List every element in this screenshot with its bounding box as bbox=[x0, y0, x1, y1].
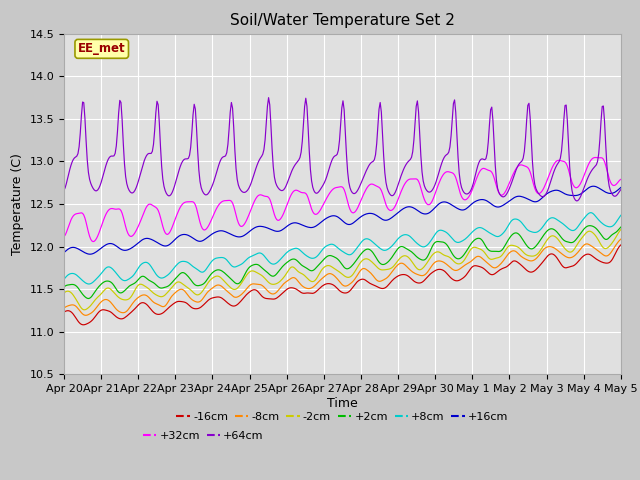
Y-axis label: Temperature (C): Temperature (C) bbox=[11, 153, 24, 255]
+64cm bbox=[617, 187, 625, 192]
+16cm bbox=[60, 250, 68, 255]
+16cm bbox=[86, 252, 93, 257]
-2cm bbox=[373, 264, 381, 270]
+2cm bbox=[234, 281, 242, 287]
+8cm bbox=[470, 227, 478, 233]
-16cm bbox=[617, 242, 625, 248]
+2cm bbox=[60, 284, 68, 290]
+2cm bbox=[84, 296, 92, 301]
+64cm bbox=[296, 155, 304, 160]
Line: +8cm: +8cm bbox=[64, 213, 621, 284]
+32cm bbox=[296, 189, 304, 195]
Line: +2cm: +2cm bbox=[64, 226, 621, 299]
+64cm bbox=[470, 177, 478, 182]
+2cm bbox=[470, 237, 478, 243]
+8cm bbox=[399, 232, 407, 238]
-16cm bbox=[80, 322, 88, 328]
+32cm bbox=[399, 183, 407, 189]
Legend: +32cm, +64cm: +32cm, +64cm bbox=[138, 427, 268, 445]
-2cm bbox=[60, 290, 68, 296]
Line: -2cm: -2cm bbox=[64, 229, 621, 310]
-8cm bbox=[470, 255, 478, 261]
-2cm bbox=[470, 244, 478, 250]
-2cm bbox=[617, 227, 625, 232]
+32cm bbox=[591, 155, 599, 160]
+8cm bbox=[234, 263, 242, 269]
+32cm bbox=[567, 176, 575, 181]
Line: +16cm: +16cm bbox=[64, 186, 621, 254]
-2cm bbox=[567, 249, 575, 255]
-16cm bbox=[60, 309, 68, 315]
Line: +32cm: +32cm bbox=[64, 157, 621, 241]
+16cm bbox=[399, 206, 407, 212]
-16cm bbox=[296, 289, 304, 295]
Title: Soil/Water Temperature Set 2: Soil/Water Temperature Set 2 bbox=[230, 13, 455, 28]
+8cm bbox=[296, 247, 304, 253]
+2cm bbox=[373, 256, 381, 262]
+8cm bbox=[587, 210, 595, 216]
-16cm bbox=[470, 263, 478, 269]
+64cm bbox=[567, 179, 575, 185]
-8cm bbox=[234, 294, 242, 300]
+32cm bbox=[234, 220, 242, 226]
+2cm bbox=[296, 261, 304, 266]
-2cm bbox=[296, 270, 304, 276]
+2cm bbox=[586, 223, 593, 228]
-16cm bbox=[373, 284, 381, 289]
-2cm bbox=[399, 253, 407, 259]
+32cm bbox=[617, 177, 625, 182]
Line: -16cm: -16cm bbox=[64, 245, 621, 325]
+8cm bbox=[567, 227, 575, 233]
+64cm bbox=[573, 198, 580, 204]
+2cm bbox=[617, 224, 625, 230]
+8cm bbox=[84, 281, 92, 287]
-8cm bbox=[617, 236, 625, 242]
+8cm bbox=[60, 276, 68, 282]
+2cm bbox=[567, 240, 575, 245]
-16cm bbox=[234, 301, 242, 307]
-8cm bbox=[296, 281, 304, 287]
+16cm bbox=[617, 185, 625, 191]
-8cm bbox=[373, 277, 381, 283]
-16cm bbox=[567, 264, 575, 269]
X-axis label: Time: Time bbox=[327, 397, 358, 410]
+8cm bbox=[373, 243, 381, 249]
+16cm bbox=[470, 199, 478, 205]
+32cm bbox=[373, 183, 381, 189]
+16cm bbox=[296, 221, 304, 227]
+2cm bbox=[399, 244, 407, 250]
+32cm bbox=[60, 234, 68, 240]
-8cm bbox=[83, 312, 90, 318]
-2cm bbox=[234, 284, 242, 290]
+32cm bbox=[89, 239, 97, 244]
+32cm bbox=[470, 181, 478, 187]
+16cm bbox=[373, 213, 381, 218]
Line: +64cm: +64cm bbox=[64, 97, 621, 201]
+64cm bbox=[373, 141, 381, 146]
-8cm bbox=[60, 305, 68, 311]
Text: EE_met: EE_met bbox=[78, 42, 125, 55]
+64cm bbox=[234, 177, 241, 182]
+16cm bbox=[589, 183, 596, 189]
+16cm bbox=[234, 234, 242, 240]
-2cm bbox=[80, 307, 88, 312]
-16cm bbox=[399, 272, 407, 277]
+64cm bbox=[399, 167, 407, 173]
-8cm bbox=[399, 261, 407, 266]
+64cm bbox=[265, 95, 273, 100]
+64cm bbox=[60, 187, 68, 193]
+16cm bbox=[567, 192, 575, 198]
+8cm bbox=[617, 213, 625, 218]
Line: -8cm: -8cm bbox=[64, 239, 621, 315]
-8cm bbox=[567, 255, 575, 261]
